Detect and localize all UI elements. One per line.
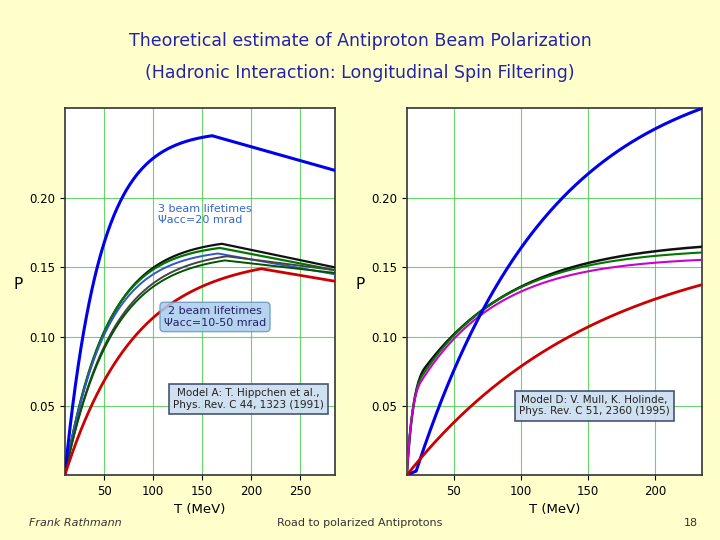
Text: 3 beam lifetimes
Ψacc=20 mrad: 3 beam lifetimes Ψacc=20 mrad: [158, 204, 252, 225]
X-axis label: T (MeV): T (MeV): [528, 503, 580, 516]
Text: Frank Rathmann: Frank Rathmann: [29, 518, 122, 528]
Y-axis label: P: P: [14, 276, 22, 292]
Text: 18: 18: [684, 518, 698, 528]
Text: (Hadronic Interaction: Longitudinal Spin Filtering): (Hadronic Interaction: Longitudinal Spin…: [145, 64, 575, 82]
Text: Model A: T. Hippchen et al.,
Phys. Rev. C 44, 1323 (1991): Model A: T. Hippchen et al., Phys. Rev. …: [173, 388, 324, 409]
Y-axis label: P: P: [356, 276, 364, 292]
Text: Road to polarized Antiprotons: Road to polarized Antiprotons: [277, 518, 443, 528]
Text: Model D: V. Mull, K. Holinde,
Phys. Rev. C 51, 2360 (1995): Model D: V. Mull, K. Holinde, Phys. Rev.…: [519, 395, 670, 416]
Text: 2 beam lifetimes
Ψacc=10-50 mrad: 2 beam lifetimes Ψacc=10-50 mrad: [164, 306, 266, 328]
Text: Theoretical estimate of Antiproton Beam Polarization: Theoretical estimate of Antiproton Beam …: [129, 31, 591, 50]
X-axis label: T (MeV): T (MeV): [174, 503, 225, 516]
